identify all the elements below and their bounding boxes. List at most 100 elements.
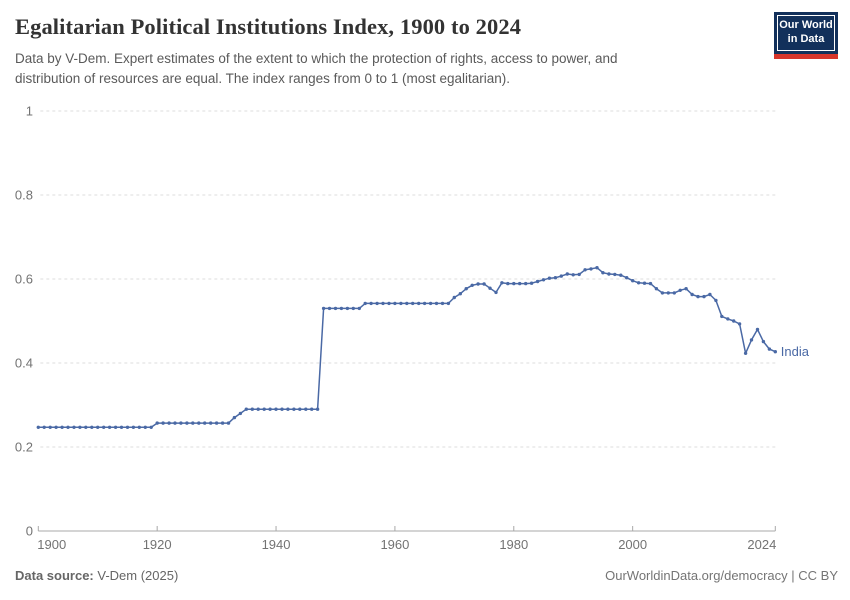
data-point[interactable] xyxy=(226,421,231,425)
data-point[interactable] xyxy=(393,301,397,306)
data-point[interactable] xyxy=(60,425,64,429)
data-point[interactable] xyxy=(452,295,456,300)
data-point[interactable] xyxy=(613,272,617,277)
data-point[interactable] xyxy=(173,421,177,425)
data-point[interactable] xyxy=(72,425,76,429)
data-point[interactable] xyxy=(720,314,724,319)
data-point[interactable] xyxy=(553,276,558,280)
data-point[interactable] xyxy=(238,411,243,416)
data-point[interactable] xyxy=(351,306,355,311)
data-point[interactable] xyxy=(702,294,706,299)
data-point[interactable] xyxy=(714,298,718,303)
data-point[interactable] xyxy=(773,350,777,354)
data-point[interactable] xyxy=(107,425,112,429)
data-point[interactable] xyxy=(375,301,379,306)
data-point[interactable] xyxy=(78,425,82,429)
data-point[interactable] xyxy=(417,301,421,306)
data-point[interactable] xyxy=(411,301,415,306)
data-point[interactable] xyxy=(607,272,611,276)
data-point[interactable] xyxy=(143,425,147,429)
data-point[interactable] xyxy=(458,292,462,296)
data-point[interactable] xyxy=(512,281,516,286)
data-point[interactable] xyxy=(54,425,58,429)
data-point[interactable] xyxy=(321,306,326,311)
data-point[interactable] xyxy=(298,407,302,411)
data-point[interactable] xyxy=(155,421,159,425)
data-point[interactable] xyxy=(684,287,688,291)
data-point[interactable] xyxy=(214,421,219,425)
data-point[interactable] xyxy=(761,339,766,344)
data-point[interactable] xyxy=(102,425,106,429)
data-point[interactable] xyxy=(529,281,534,285)
data-point[interactable] xyxy=(589,267,593,271)
data-point[interactable] xyxy=(191,421,195,425)
data-point[interactable] xyxy=(179,421,183,425)
data-point[interactable] xyxy=(339,306,344,311)
data-point[interactable] xyxy=(749,338,754,342)
data-point[interactable] xyxy=(96,425,100,429)
credit-link[interactable]: OurWorldinData.org/democracy | CC BY xyxy=(605,568,838,583)
data-point[interactable] xyxy=(524,281,528,286)
data-point[interactable] xyxy=(625,276,629,280)
data-point[interactable] xyxy=(84,425,88,429)
data-point[interactable] xyxy=(36,425,40,429)
data-point[interactable] xyxy=(535,279,540,284)
data-point[interactable] xyxy=(648,281,653,286)
data-point[interactable] xyxy=(631,279,635,283)
data-point[interactable] xyxy=(345,306,350,311)
data-point[interactable] xyxy=(137,425,141,429)
data-point[interactable] xyxy=(678,288,682,292)
data-point[interactable] xyxy=(268,407,272,411)
data-point[interactable] xyxy=(244,407,248,411)
data-point[interactable] xyxy=(506,281,510,286)
data-point[interactable] xyxy=(696,294,700,299)
data-point[interactable] xyxy=(577,272,581,277)
data-point[interactable] xyxy=(315,407,320,411)
data-point[interactable] xyxy=(488,286,492,290)
data-point[interactable] xyxy=(203,421,207,425)
data-point[interactable] xyxy=(327,306,332,311)
data-point[interactable] xyxy=(541,278,546,282)
data-point[interactable] xyxy=(583,268,587,272)
data-point[interactable] xyxy=(767,347,772,351)
data-point[interactable] xyxy=(262,407,266,411)
data-point[interactable] xyxy=(149,425,153,429)
data-point[interactable] xyxy=(642,281,647,285)
data-point[interactable] xyxy=(619,273,623,277)
data-point[interactable] xyxy=(256,407,260,411)
data-point[interactable] xyxy=(387,301,391,306)
data-point[interactable] xyxy=(500,281,504,285)
series-line-india[interactable] xyxy=(38,266,776,429)
data-point[interactable] xyxy=(274,407,278,411)
data-point[interactable] xyxy=(666,291,670,295)
data-point[interactable] xyxy=(399,301,403,306)
data-point[interactable] xyxy=(250,407,254,411)
data-point[interactable] xyxy=(464,287,468,291)
data-point[interactable] xyxy=(547,276,552,280)
data-point[interactable] xyxy=(119,425,124,429)
data-point[interactable] xyxy=(654,287,659,291)
data-point[interactable] xyxy=(357,306,361,311)
data-point[interactable] xyxy=(601,271,605,275)
data-point[interactable] xyxy=(381,301,385,306)
data-point[interactable] xyxy=(66,425,70,429)
data-point[interactable] xyxy=(185,421,189,425)
data-point[interactable] xyxy=(708,292,712,297)
data-point[interactable] xyxy=(636,281,641,285)
data-point[interactable] xyxy=(559,274,563,278)
data-point[interactable] xyxy=(42,425,46,429)
data-point[interactable] xyxy=(470,283,474,287)
data-point[interactable] xyxy=(90,425,94,429)
data-point[interactable] xyxy=(197,421,201,425)
data-point[interactable] xyxy=(405,301,409,306)
data-point[interactable] xyxy=(131,425,136,429)
data-point[interactable] xyxy=(446,301,451,306)
data-point[interactable] xyxy=(422,301,427,306)
data-point[interactable] xyxy=(518,281,522,286)
data-point[interactable] xyxy=(595,266,599,270)
data-point[interactable] xyxy=(732,319,736,323)
data-point[interactable] xyxy=(482,282,486,286)
data-point[interactable] xyxy=(428,301,433,306)
data-point[interactable] xyxy=(286,407,290,411)
